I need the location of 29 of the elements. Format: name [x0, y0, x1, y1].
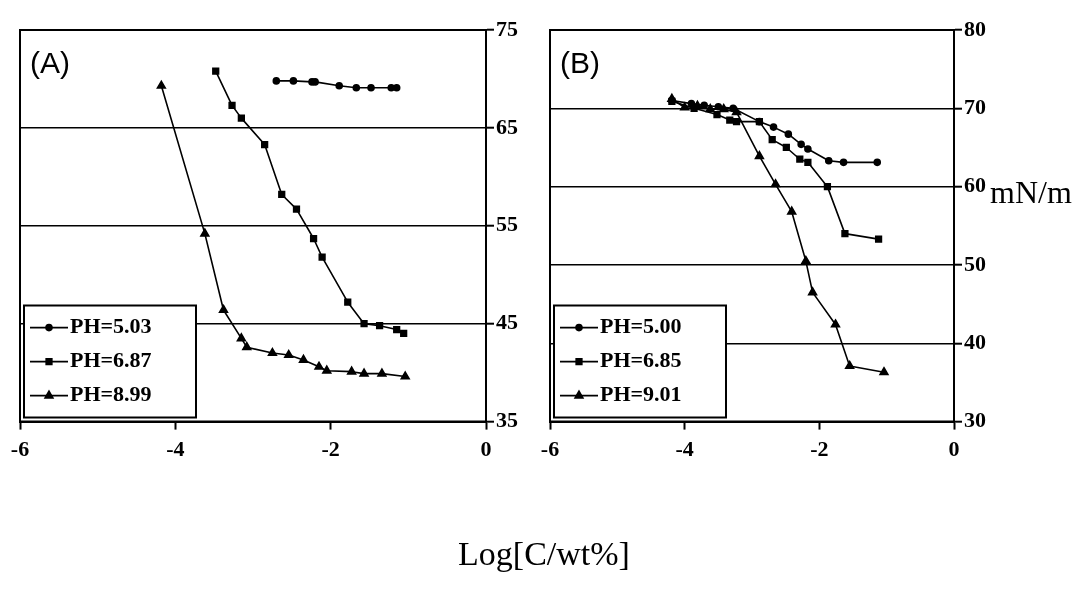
legend-label: PH=5.00	[600, 313, 682, 339]
y-tick-label: 60	[964, 172, 986, 198]
y-tick-label: 30	[964, 407, 986, 433]
y-tick-label: 70	[964, 94, 986, 120]
x-tick-label: -6	[10, 436, 30, 462]
x-tick-label: 0	[948, 436, 960, 462]
y-tick-label: 50	[964, 250, 986, 276]
annotation: (B)	[560, 46, 600, 80]
x-tick-label: -2	[321, 436, 340, 462]
y-tick-label: 45	[496, 309, 518, 335]
x-tick-label: -2	[810, 436, 829, 462]
x-tick-label: 0	[480, 436, 492, 462]
legend-label: PH=6.87	[70, 347, 152, 373]
legend-label: PH=6.85	[600, 347, 682, 373]
y-tick-label: 55	[496, 211, 518, 237]
y-tick-label: 40	[964, 328, 986, 354]
legend-label: PH=5.03	[70, 313, 152, 339]
x-tick-label: -4	[166, 436, 185, 462]
annotation: (A)	[30, 46, 70, 80]
y-tick-label: 80	[964, 15, 986, 41]
x-tick-label: -6	[540, 436, 560, 462]
legend-label: PH=8.99	[70, 381, 152, 407]
y-tick-label: 75	[496, 15, 518, 41]
x-tick-label: -4	[675, 436, 694, 462]
x-axis-title: Log[C/wt%]	[457, 535, 631, 573]
legend-label: PH=9.01	[600, 381, 682, 407]
y-tick-label: 35	[496, 407, 518, 433]
y-axis-title: mN/m	[990, 173, 1072, 210]
y-tick-label: 65	[496, 113, 518, 139]
